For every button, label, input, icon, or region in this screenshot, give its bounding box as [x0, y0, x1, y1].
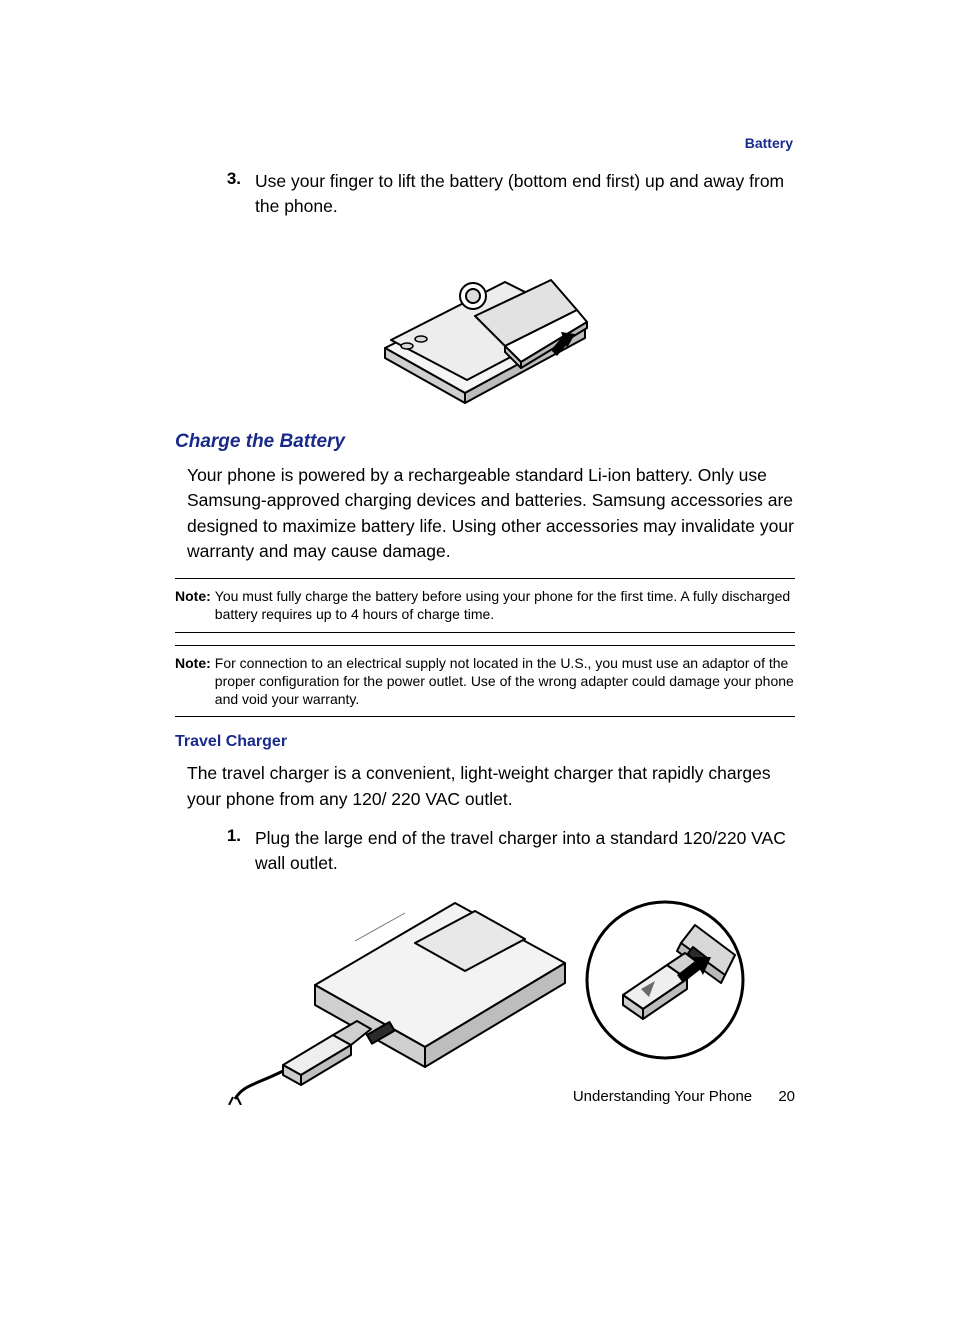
step-text: Use your finger to lift the battery (bot… [255, 169, 795, 220]
heading-travel-charger: Travel Charger [175, 733, 795, 751]
page-footer: Understanding Your Phone 20 [175, 1088, 795, 1105]
page-content: Battery 3. Use your finger to lift the b… [175, 135, 795, 1128]
note-text: You must fully charge the battery before… [215, 587, 795, 623]
figure-travel-charger [175, 885, 795, 1110]
step-3: 3. Use your finger to lift the battery (… [175, 169, 795, 220]
note-label: Note: [175, 654, 215, 709]
phone-battery-illustration [355, 228, 615, 408]
figure-battery-lift [175, 228, 795, 413]
section-header: Battery [175, 135, 795, 151]
step-text: Plug the large end of the travel charger… [255, 826, 795, 877]
step-number: 3. [175, 169, 255, 220]
divider [175, 716, 795, 717]
note-1: Note: You must fully charge the battery … [175, 579, 795, 631]
note-2: Note: For connection to an electrical su… [175, 646, 795, 717]
step-number: 1. [175, 826, 255, 877]
footer-chapter: Understanding Your Phone [573, 1088, 752, 1105]
note-text: For connection to an electrical supply n… [215, 654, 795, 709]
para-travel: The travel charger is a convenient, ligh… [187, 761, 795, 812]
step-1: 1. Plug the large end of the travel char… [175, 826, 795, 877]
para-charge: Your phone is powered by a rechargeable … [187, 463, 795, 565]
charger-illustration [225, 885, 745, 1105]
heading-charge-battery: Charge the Battery [175, 431, 795, 453]
spacer [175, 633, 795, 645]
note-label: Note: [175, 587, 215, 623]
footer-page-number: 20 [778, 1088, 795, 1105]
